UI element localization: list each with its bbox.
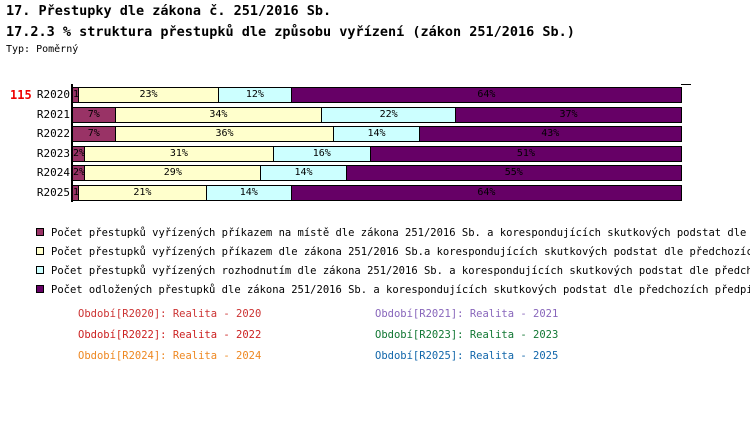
bar-segment: 29% [85,166,262,180]
legend-swatch-icon [36,265,44,274]
stacked-bar: 2% 31% 16% 51% [72,145,682,162]
bar-segment: 2% [73,146,86,161]
bar-segment: 37% [456,107,681,122]
bar-segment: 23% [79,88,219,102]
period-item: Období[R2023]: Realita - 2023 [375,329,559,341]
bar-segment: 14% [334,127,420,141]
legend-label: Počet přestupků vyřízených rozhodnutím d… [51,264,750,277]
chart-row-label: R2021 [36,107,70,121]
chart-row-label-wrap: R2020 [0,85,70,105]
bar-segment: 1% [73,185,80,200]
bar-segment: 43% [419,127,681,141]
stacked-bar-chart: 115 R20201%23%12%64%R20217%34%22%37%R202… [0,84,750,204]
bar-segment: 64% [291,185,681,200]
period-item: Období[R2022]: Realita - 2022 [78,329,262,341]
chart-title: 17.2.3 % struktura přestupků dle způsobu… [6,24,575,40]
y-axis-line [71,84,73,202]
chart-row-label: R2025 [36,185,70,199]
bar-segment: 14% [261,166,347,180]
legend-swatch-icon [36,246,44,255]
chart-row: R2022 7% 36% 14% 43% [0,124,750,144]
bar-segment: 1% [73,88,80,102]
period-item: Období[R2020]: Realita - 2020 [78,308,262,320]
legend-label: Počet odložených přestupků dle zákona 25… [51,283,750,296]
bar-segment: 34% [115,107,323,122]
bar-segment: 14% [206,185,292,200]
stacked-bar: 2% 29% 14% 55% [72,165,682,181]
legend-item: Počet přestupků vyřízených rozhodnutím d… [0,260,750,279]
legend-item: Počet odložených přestupků dle zákona 25… [0,279,750,298]
legend-swatch-icon [36,284,44,293]
stacked-bar: 1%23%12%64% [72,87,682,103]
bar-segment: 21% [79,185,207,200]
bar-segment: 16% [273,146,371,161]
legend-item: Počet přestupků vyřízených příkazem na m… [0,222,750,241]
bar-segment: 7% [73,127,116,141]
stacked-bar: 7% 36% 14% 43% [72,126,682,142]
chart-row-label-wrap: R2022 [0,124,70,144]
legend-label: Počet přestupků vyřízených příkazem dle … [51,245,750,258]
period-list: Období[R2020]: Realita - 2020 Období[R202… [0,308,750,378]
page-title: 17. Přestupky dle zákona č. 251/2016 Sb. [6,3,332,19]
bar-segment: 51% [370,146,681,161]
period-item: Období[R2025]: Realita - 2025 [375,350,559,362]
left-value-badge: 115 [10,88,32,102]
stacked-bar: 1%21%14%64% [72,184,682,201]
chart-row-label-wrap: R2025 [0,183,70,203]
bar-segment: 22% [322,107,457,122]
chart-row-label: R2023 [36,146,70,160]
chart-row-label-wrap: R2023 [0,144,70,164]
legend-label: Počet přestupků vyřízených příkazem na m… [51,226,750,239]
legend-item: Počet přestupků vyřízených příkazem dle … [0,241,750,260]
chart-row: R2023 2% 31% 16% 51% [0,144,750,164]
bar-segment: 31% [85,146,274,161]
chart-row: R2021 7% 34% 22% 37% [0,105,750,125]
bar-segment: 2% [73,166,86,180]
chart-type-label: Typ: Poměrný [6,44,79,55]
chart-row: R2024 2% 29% 14% 55% [0,163,750,183]
chart-legend: Počet přestupků vyřízených příkazem na m… [0,222,750,300]
bar-segment: 55% [346,166,681,180]
period-item: Období[R2024]: Realita - 2024 [78,350,262,362]
bar-segment: 12% [218,88,292,102]
bar-segment: 64% [291,88,681,102]
chart-row-label: R2022 [36,127,70,140]
chart-row-label: R2024 [36,166,70,179]
stacked-bar: 7% 34% 22% 37% [72,106,682,123]
legend-swatch-icon [36,227,44,236]
chart-row-label: R2020 [36,88,70,101]
bar-segment: 7% [73,107,116,122]
chart-row-label-wrap: R2024 [0,163,70,183]
chart-row-label-wrap: R2021 [0,105,70,125]
bar-segment: 36% [115,127,335,141]
x-axis-tick [681,84,691,85]
period-item: Období[R2021]: Realita - 2021 [375,308,559,320]
